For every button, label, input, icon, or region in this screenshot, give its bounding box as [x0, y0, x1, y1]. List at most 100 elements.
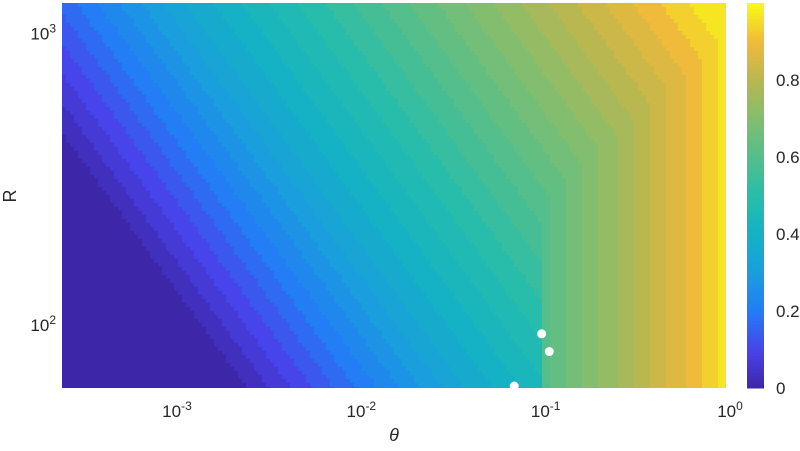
contour-cell — [330, 63, 335, 68]
contour-cell — [698, 75, 703, 80]
contour-cell — [638, 43, 643, 48]
contour-cell — [370, 115, 375, 120]
contour-cell — [550, 115, 555, 120]
contour-cell — [706, 71, 711, 76]
contour-cell — [438, 7, 443, 12]
contour-cell — [234, 3, 239, 8]
contour-cell — [518, 31, 523, 36]
contour-cell — [522, 27, 527, 32]
contour-cell — [418, 107, 423, 112]
contour-cell — [158, 99, 163, 104]
contour-cell — [214, 3, 219, 8]
contour-cell — [646, 87, 651, 92]
contour-cell — [606, 99, 611, 104]
contour-cell — [478, 55, 483, 60]
contour-cell — [378, 51, 383, 56]
contour-cell — [162, 55, 167, 60]
contour-cell — [62, 87, 67, 92]
contour-cell — [138, 87, 143, 92]
contour-cell — [134, 111, 139, 116]
contour-cell — [606, 95, 611, 100]
contour-cell — [374, 95, 379, 100]
contour-cell — [522, 55, 527, 60]
contour-cell — [554, 115, 559, 120]
contour-cell — [590, 39, 595, 44]
contour-cell — [522, 31, 527, 36]
contour-cell — [142, 95, 147, 100]
contour-cell — [674, 71, 679, 76]
contour-cell — [386, 35, 391, 40]
contour-cell — [350, 3, 355, 8]
contour-cell — [266, 7, 271, 12]
contour-cell — [510, 31, 515, 36]
contour-cell — [214, 27, 219, 32]
contour-cell — [654, 15, 659, 20]
contour-cell — [494, 23, 499, 28]
contour-cell — [78, 67, 83, 72]
contour-cell — [386, 95, 391, 100]
contour-cell — [542, 103, 547, 108]
contour-cell — [138, 91, 143, 96]
contour-cell — [570, 39, 575, 44]
contour-cell — [610, 11, 615, 16]
contour-cell — [454, 103, 459, 108]
contour-cell — [154, 79, 159, 84]
contour-cell — [602, 39, 607, 44]
contour-cell — [378, 103, 383, 108]
contour-cell — [514, 43, 519, 48]
contour-cell — [238, 35, 243, 40]
contour-cell — [490, 79, 495, 84]
contour-cell — [558, 83, 563, 88]
contour-cell — [438, 35, 443, 40]
contour-cell — [378, 3, 383, 8]
contour-cell — [482, 83, 487, 88]
contour-cell — [438, 43, 443, 48]
contour-cell — [302, 35, 307, 40]
contour-cell — [594, 3, 599, 8]
contour-cell — [238, 3, 243, 8]
contour-cell — [530, 115, 535, 120]
contour-cell — [642, 51, 647, 56]
contour-cell — [538, 27, 543, 32]
contour-cell — [110, 35, 115, 40]
contour-cell — [670, 87, 675, 92]
contour-cell — [322, 115, 327, 120]
contour-cell — [714, 99, 719, 104]
contour-cell — [458, 27, 463, 32]
contour-cell — [618, 67, 623, 72]
contour-cell — [326, 103, 331, 108]
contour-cell — [302, 87, 307, 92]
contour-cell — [314, 43, 319, 48]
contour-cell — [170, 27, 175, 32]
contour-cell — [510, 87, 515, 92]
contour-cell — [594, 11, 599, 16]
contour-cell — [146, 111, 151, 116]
contour-cell — [710, 111, 715, 116]
contour-cell — [706, 51, 711, 56]
contour-cell — [674, 31, 679, 36]
contour-cell — [210, 11, 215, 16]
contour-cell — [538, 115, 543, 120]
contour-cell — [66, 19, 71, 24]
contour-cell — [342, 107, 347, 112]
contour-cell — [598, 63, 603, 68]
contour-cell — [106, 111, 111, 116]
contour-cell — [546, 91, 551, 96]
contour-cell — [574, 87, 579, 92]
contour-cell — [402, 39, 407, 44]
contour-cell — [370, 31, 375, 36]
contour-cell — [554, 47, 559, 52]
contour-cell — [306, 55, 311, 60]
contour-cell — [646, 11, 651, 16]
contour-cell — [294, 19, 299, 24]
contour-cell — [210, 59, 215, 64]
contour-cell — [406, 83, 411, 88]
contour-cell — [434, 87, 439, 92]
contour-cell — [210, 23, 215, 28]
contour-cell — [594, 103, 599, 108]
contour-cell — [78, 43, 83, 48]
contour-cell — [550, 39, 555, 44]
contour-cell — [370, 79, 375, 84]
contour-cell — [234, 87, 239, 92]
contour-cell — [230, 51, 235, 56]
